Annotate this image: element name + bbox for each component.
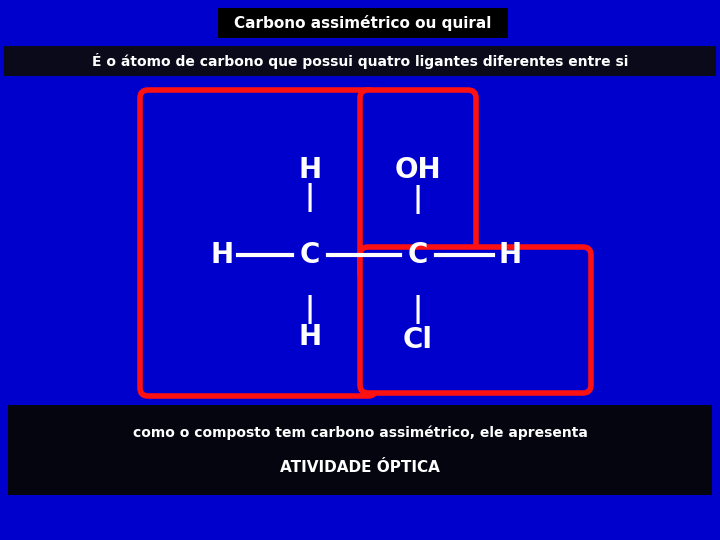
FancyBboxPatch shape bbox=[360, 247, 591, 393]
Text: H: H bbox=[298, 323, 322, 351]
Text: |: | bbox=[305, 295, 315, 325]
Text: OH: OH bbox=[395, 156, 441, 184]
Text: ATIVIDADE ÓPTICA: ATIVIDADE ÓPTICA bbox=[280, 460, 440, 475]
FancyBboxPatch shape bbox=[360, 90, 476, 281]
Text: como o composto tem carbono assimétrico, ele apresenta: como o composto tem carbono assimétrico,… bbox=[132, 426, 588, 440]
Text: C: C bbox=[300, 241, 320, 269]
Text: H: H bbox=[210, 241, 233, 269]
Text: H: H bbox=[498, 241, 521, 269]
FancyBboxPatch shape bbox=[4, 46, 716, 76]
Text: H: H bbox=[298, 156, 322, 184]
FancyBboxPatch shape bbox=[218, 8, 508, 38]
FancyBboxPatch shape bbox=[140, 90, 376, 396]
Text: |: | bbox=[413, 295, 423, 325]
Text: Cl: Cl bbox=[403, 326, 433, 354]
Text: É o átomo de carbono que possui quatro ligantes diferentes entre si: É o átomo de carbono que possui quatro l… bbox=[92, 53, 628, 69]
Text: |: | bbox=[305, 183, 315, 212]
Text: C: C bbox=[408, 241, 428, 269]
FancyBboxPatch shape bbox=[8, 405, 712, 495]
Text: Carbono assimétrico ou quiral: Carbono assimétrico ou quiral bbox=[234, 15, 492, 31]
Text: |: | bbox=[413, 186, 423, 214]
